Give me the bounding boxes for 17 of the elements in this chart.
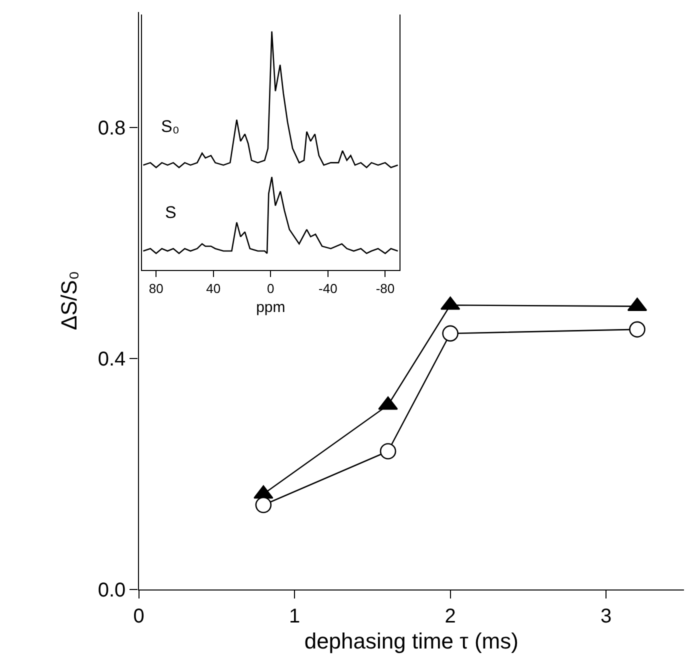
y-axis-title: ΔS/S₀ [56, 270, 82, 330]
x-tick-label: 1 [289, 605, 300, 628]
y-tick-label: 0.8 [98, 117, 126, 140]
x-axis-title: dephasing time τ (ms) [304, 628, 518, 654]
x-tick-label: 40 [206, 280, 221, 296]
x-axis-title: ppm [256, 298, 286, 316]
x-tick-label: -40 [318, 280, 338, 296]
x-tick-label: 2 [444, 605, 456, 628]
x-tick-label: 3 [600, 605, 612, 628]
y-tick-label: 0.4 [98, 348, 126, 370]
y-tick-label: 0.0 [98, 579, 126, 602]
x-tick-label: 0 [133, 605, 144, 628]
series-label: S₀ [161, 117, 180, 136]
series-label: S [165, 203, 176, 222]
x-tick-label: 80 [148, 280, 164, 296]
x-tick-label: 0 [267, 280, 274, 296]
x-tick-label: -80 [376, 280, 395, 296]
